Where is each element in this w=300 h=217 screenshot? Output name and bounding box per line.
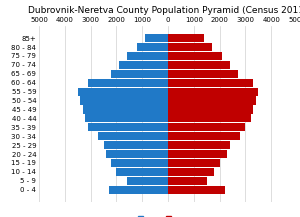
Bar — [168, 70, 238, 78]
Bar — [127, 177, 168, 185]
Bar — [127, 52, 168, 60]
Bar — [168, 96, 256, 105]
Legend: Male, Female: Male, Female — [138, 216, 198, 217]
Bar — [168, 34, 204, 42]
Bar — [80, 96, 168, 105]
Bar — [78, 87, 168, 96]
Title: Dubrovnik-Neretva County Population Pyramid (Census 2011): Dubrovnik-Neretva County Population Pyra… — [28, 6, 300, 15]
Bar — [109, 186, 168, 194]
Bar — [168, 186, 225, 194]
Bar — [145, 34, 168, 42]
Bar — [168, 43, 212, 51]
Bar — [98, 132, 168, 140]
Bar — [168, 177, 207, 185]
Bar — [168, 159, 220, 167]
Bar — [168, 114, 250, 122]
Bar — [168, 150, 227, 158]
Bar — [168, 61, 230, 69]
Bar — [168, 168, 214, 176]
Bar — [119, 61, 168, 69]
Bar — [111, 159, 168, 167]
Bar — [168, 123, 245, 132]
Bar — [168, 87, 258, 96]
Bar — [85, 114, 168, 122]
Bar — [137, 43, 168, 51]
Bar — [103, 141, 168, 149]
Bar — [168, 132, 240, 140]
Bar — [111, 70, 168, 78]
Bar — [83, 105, 168, 113]
Bar — [106, 150, 168, 158]
Bar — [88, 79, 168, 87]
Bar — [88, 123, 168, 132]
Bar — [168, 141, 230, 149]
Bar — [168, 52, 222, 60]
Bar — [168, 105, 253, 113]
Bar — [116, 168, 168, 176]
Bar — [168, 79, 253, 87]
